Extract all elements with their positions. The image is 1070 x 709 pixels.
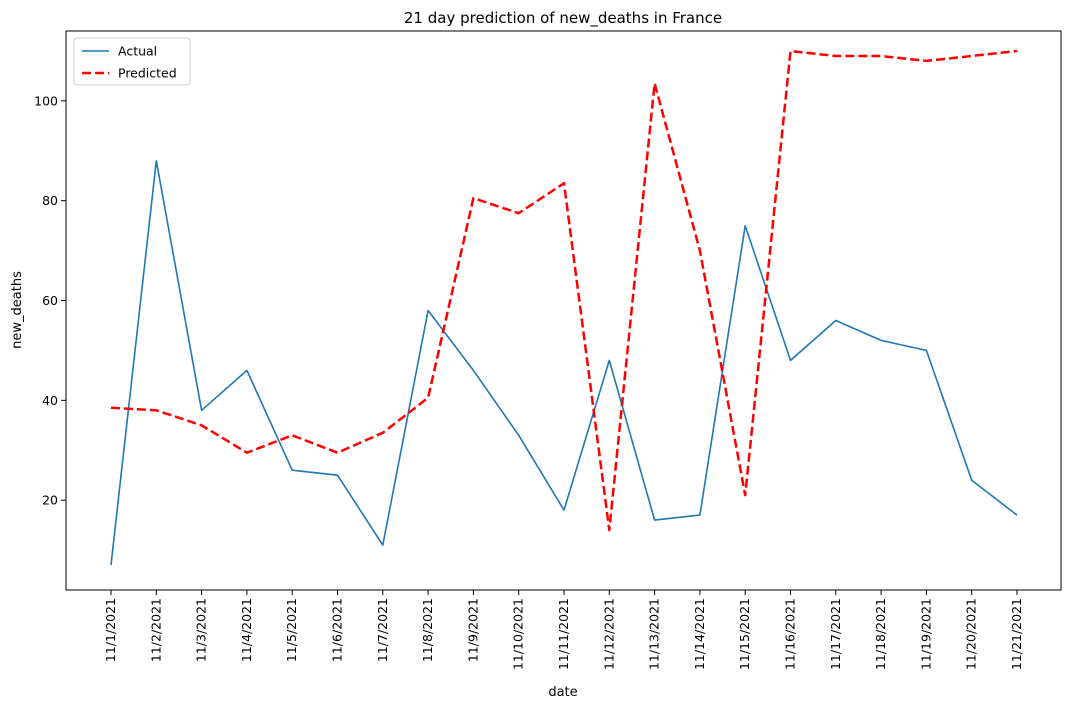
x-tick-label: 11/15/2021 bbox=[737, 598, 752, 670]
y-tick-label: 20 bbox=[42, 493, 58, 508]
x-tick-label: 11/14/2021 bbox=[692, 598, 707, 670]
series-predicted-line bbox=[110, 49, 1018, 532]
legend: Actual Predicted bbox=[73, 37, 191, 86]
y-axis-label: new_deaths bbox=[10, 271, 25, 349]
x-tick-label: 11/11/2021 bbox=[556, 598, 571, 670]
x-axis-label: date bbox=[548, 685, 577, 700]
x-tick-label: 11/21/2021 bbox=[1009, 598, 1024, 670]
x-tick-label: 11/5/2021 bbox=[284, 598, 299, 662]
chart-title: 21 day prediction of new_deaths in Franc… bbox=[404, 9, 722, 28]
legend-label-actual: Actual bbox=[118, 44, 157, 59]
y-tick-label: 40 bbox=[42, 393, 58, 408]
x-tick-label: 11/20/2021 bbox=[964, 598, 979, 670]
x-axis: 11/1/2021 11/2/2021 11/3/2021 11/4/2021 11/5… bbox=[103, 590, 1024, 670]
x-tick-label: 11/8/2021 bbox=[420, 598, 435, 662]
x-tick-label: 11/18/2021 bbox=[873, 598, 888, 670]
x-tick-label: 11/6/2021 bbox=[330, 598, 345, 662]
x-tick-label: 11/2/2021 bbox=[148, 598, 163, 662]
x-tick-label: 11/19/2021 bbox=[918, 598, 933, 670]
legend-label-predicted: Predicted bbox=[118, 66, 177, 81]
y-axis: 20 40 60 80 100 bbox=[34, 93, 66, 508]
x-tick-label: 11/17/2021 bbox=[828, 598, 843, 670]
x-tick-label: 11/4/2021 bbox=[239, 598, 254, 662]
x-tick-label: 11/7/2021 bbox=[375, 598, 390, 662]
y-tick-label: 100 bbox=[34, 93, 58, 108]
x-tick-label: 11/12/2021 bbox=[601, 598, 616, 670]
y-tick-label: 60 bbox=[42, 293, 58, 308]
series-layer bbox=[110, 49, 1018, 566]
x-tick-label: 11/10/2021 bbox=[511, 598, 526, 670]
x-tick-label: 11/3/2021 bbox=[194, 598, 209, 662]
series-actual-line bbox=[110, 160, 1018, 566]
plot-area bbox=[65, 30, 1062, 591]
x-tick-label: 11/9/2021 bbox=[465, 598, 480, 662]
y-tick-label: 80 bbox=[42, 193, 58, 208]
x-tick-label: 11/16/2021 bbox=[783, 598, 798, 670]
x-tick-label: 11/1/2021 bbox=[103, 598, 118, 662]
x-tick-label: 11/13/2021 bbox=[647, 598, 662, 670]
